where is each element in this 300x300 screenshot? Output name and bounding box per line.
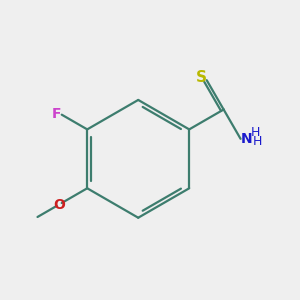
Text: H: H: [250, 126, 260, 139]
Text: O: O: [53, 198, 65, 212]
Text: N: N: [241, 132, 252, 146]
Text: H: H: [253, 135, 262, 148]
Text: S: S: [196, 70, 207, 85]
Text: F: F: [52, 107, 61, 121]
